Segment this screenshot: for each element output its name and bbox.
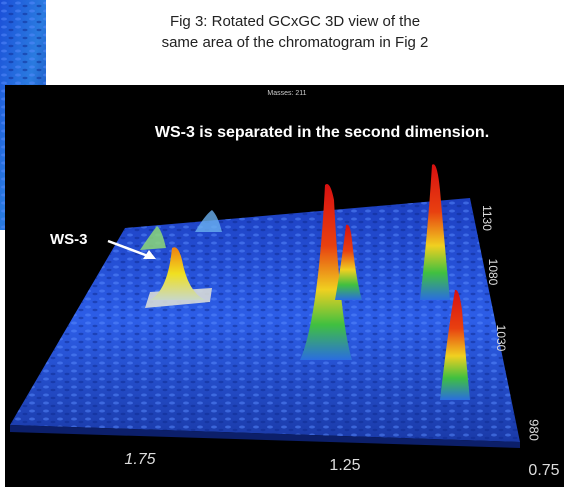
x-axis-label: 1.75 — [124, 451, 155, 468]
y-axis-label: 980 — [527, 419, 542, 441]
caption-line: same area of the chromatogram in Fig 2 — [162, 34, 429, 51]
y-axis-label: 1030 — [494, 325, 508, 352]
x-axis-label: 1.25 — [329, 457, 360, 474]
plot-title: WS-3 is separated in the second dimensio… — [155, 124, 489, 141]
page: Fig 3: Rotated GCxGC 3D view of the same… — [0, 0, 564, 487]
annotation: WS-3 — [50, 231, 88, 248]
figure: Fig 3: Rotated GCxGC 3D view of the same… — [0, 0, 564, 487]
x-axis-label: 0.75 — [528, 462, 559, 479]
y-axis-label: 1080 — [486, 259, 500, 286]
caption-line: Fig 3: Rotated GCxGC 3D view of the — [170, 13, 420, 30]
y-axis-label: 1130 — [480, 205, 494, 231]
plot-header: Masses: 211 — [267, 90, 306, 97]
